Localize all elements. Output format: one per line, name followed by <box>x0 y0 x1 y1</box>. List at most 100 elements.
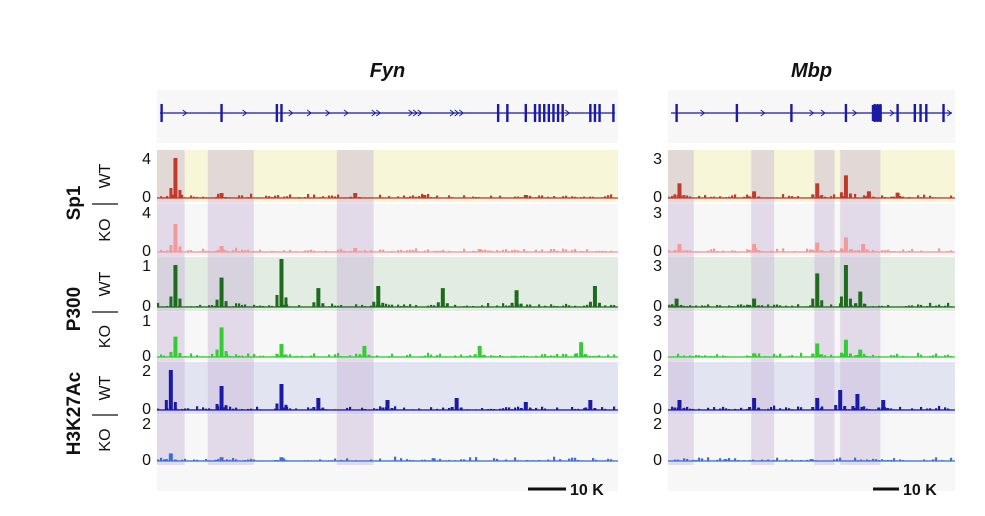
signal-bar <box>869 460 872 461</box>
signal-bar <box>538 304 541 307</box>
signal-peak-shoulder <box>820 354 824 357</box>
signal-bar <box>262 251 265 252</box>
signal-peak-shoulder <box>877 407 881 410</box>
signal-bar <box>184 251 187 252</box>
signal-bar <box>460 459 463 461</box>
gene-strand-arrow <box>852 109 858 117</box>
signal-bar <box>451 356 454 357</box>
signal-bar <box>469 355 472 357</box>
signal-bar <box>878 197 881 198</box>
signal-bar <box>511 249 514 252</box>
signal-bar <box>689 408 692 410</box>
signal-bar <box>463 459 466 461</box>
signal-bar <box>692 459 695 461</box>
signal-bar <box>193 409 196 410</box>
signal-bar <box>935 305 938 307</box>
signal-bar <box>160 354 163 357</box>
signal-bar <box>490 306 493 307</box>
signal-peak <box>815 183 820 198</box>
gene-strand-arrow <box>449 109 455 117</box>
signal-bar <box>842 460 845 461</box>
signal-bar <box>412 195 415 198</box>
signal-bar <box>725 356 728 357</box>
signal-bar <box>250 306 253 307</box>
signal-bar <box>598 460 601 461</box>
signal-bar <box>238 460 241 461</box>
signal-bar <box>325 197 328 198</box>
y-tick-min: 0 <box>142 298 151 315</box>
signal-bar <box>926 356 929 357</box>
signal-bar <box>427 249 430 252</box>
signal-bar <box>439 409 442 410</box>
signal-bar <box>809 249 812 252</box>
signal-bar <box>824 251 827 252</box>
signal-bar <box>541 249 544 252</box>
signal-bar <box>337 194 340 198</box>
signal-bar <box>701 305 704 307</box>
signal-bar <box>247 353 250 357</box>
signal-bar <box>439 306 442 307</box>
signal-bar <box>337 249 340 252</box>
signal-bar <box>505 249 508 252</box>
signal-bar <box>896 460 899 461</box>
signal-bar <box>791 355 794 357</box>
signal-bar <box>698 408 701 410</box>
signal-bar <box>400 409 403 410</box>
signal-bar <box>920 197 923 198</box>
signal-bar <box>286 251 289 252</box>
signal-peak-shoulder <box>588 301 592 307</box>
signal-bar <box>577 306 580 307</box>
signal-bar <box>767 408 770 410</box>
signal-bar <box>232 197 235 198</box>
signal-bar <box>268 409 271 410</box>
signal-peak <box>843 175 848 198</box>
signal-bar <box>397 304 400 307</box>
gene-exon <box>506 104 509 122</box>
signal-bar <box>343 306 346 307</box>
signal-bar <box>499 460 502 461</box>
signal-bar <box>821 460 824 461</box>
signal-peak-shoulder <box>473 251 477 252</box>
signal-bar <box>827 460 830 461</box>
signal-bar <box>448 250 451 252</box>
signal-bar <box>274 195 277 198</box>
signal-bar <box>860 459 863 461</box>
signal-bar <box>923 459 926 461</box>
signal-bar <box>238 250 241 252</box>
signal-bar <box>343 409 346 410</box>
signal-bar <box>484 197 487 198</box>
signal-bar <box>830 249 833 252</box>
signal-bar <box>544 354 547 357</box>
signal-bar <box>427 193 430 198</box>
signal-bar <box>394 306 397 307</box>
signal-peak <box>843 339 848 357</box>
signal-bar <box>310 249 313 252</box>
signal-bar <box>223 356 226 357</box>
signal-bar <box>613 460 616 461</box>
signal-bar <box>214 356 217 357</box>
signal-bar <box>842 409 845 410</box>
signal-bar <box>418 251 421 252</box>
signal-bar <box>367 460 370 461</box>
signal-bar <box>493 251 496 252</box>
signal-bar <box>908 460 911 461</box>
signal-peak-shoulder <box>757 196 761 198</box>
signal-bar <box>223 249 226 252</box>
signal-bar <box>307 356 310 357</box>
signal-bar <box>292 356 295 357</box>
signal-bar <box>902 249 905 252</box>
signal-peak-shoulder <box>843 406 847 410</box>
signal-bar <box>920 460 923 461</box>
signal-peak <box>316 288 321 307</box>
signal-bar <box>914 460 917 461</box>
signal-bar <box>767 356 770 357</box>
signal-bar <box>244 409 247 410</box>
signal-bar <box>367 197 370 198</box>
signal-bar <box>442 460 445 461</box>
signal-bar <box>436 250 439 252</box>
signal-bar <box>256 356 259 357</box>
signal-bar <box>580 197 583 198</box>
signal-bar <box>938 356 941 357</box>
signal-bar <box>586 460 589 461</box>
signal-bar <box>295 306 298 307</box>
